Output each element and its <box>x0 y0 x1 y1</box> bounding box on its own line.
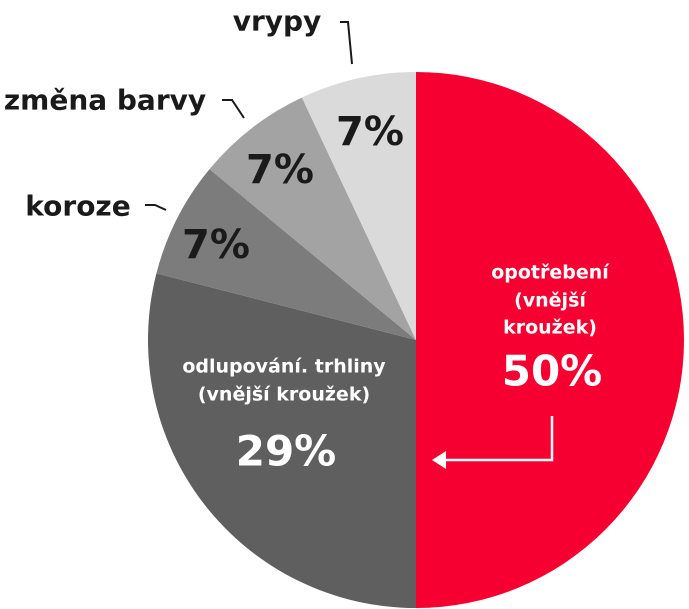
pie-slice <box>147 273 416 608</box>
category-label: odlupování. trhliny (vnější kroužek) <box>182 355 386 405</box>
pie-slice <box>416 72 684 608</box>
category-label: opotřebení (vnější kroužek) <box>491 261 609 339</box>
slices <box>147 72 684 608</box>
pie-slice <box>209 97 416 340</box>
category-label: změna barvy <box>3 83 207 117</box>
value-label: 7% <box>182 222 250 268</box>
category-label: koroze <box>25 189 131 223</box>
leader-line <box>222 99 245 119</box>
leader-line <box>340 21 353 65</box>
value-label: 50% <box>501 346 603 396</box>
leader-line <box>145 204 167 211</box>
pie-slice <box>301 72 416 340</box>
pie-slice <box>156 169 416 340</box>
arrow <box>432 416 554 469</box>
category-label: vrypy <box>232 4 322 38</box>
value-label: 29% <box>235 426 337 476</box>
arrow-line <box>442 416 554 462</box>
value-label: 7% <box>336 109 404 155</box>
value-label: 7% <box>246 147 314 193</box>
leader-lines <box>145 21 353 211</box>
arrow-head <box>432 451 446 469</box>
